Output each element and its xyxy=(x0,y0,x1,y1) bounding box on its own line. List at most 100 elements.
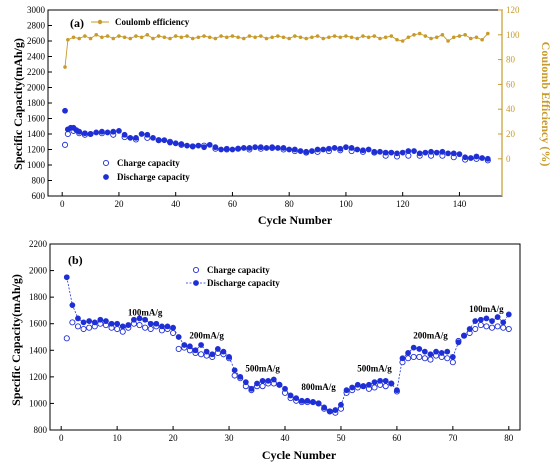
ce-point xyxy=(474,35,479,40)
discharge-point xyxy=(416,150,423,157)
charge-point xyxy=(405,355,412,362)
discharge-point xyxy=(229,146,236,153)
rate-annotation: 200mA/g xyxy=(413,330,448,340)
panel-a-xtick-label: 40 xyxy=(171,199,181,209)
discharge-point xyxy=(155,137,162,144)
discharge-point xyxy=(399,355,406,362)
panel-a-ytick-label: 1200 xyxy=(27,145,46,155)
discharge-point xyxy=(467,155,474,161)
discharge-point xyxy=(114,320,121,327)
discharge-point xyxy=(237,373,244,380)
panel-a-y2tick-label: 80 xyxy=(506,55,516,65)
discharge-point xyxy=(399,149,406,156)
charge-point xyxy=(61,141,69,148)
discharge-point xyxy=(138,131,145,137)
discharge-point xyxy=(136,315,143,322)
discharge-point xyxy=(326,408,333,415)
discharge-point xyxy=(421,348,428,355)
rate-annotation: 100mA/g xyxy=(469,304,504,314)
discharge-point xyxy=(303,148,310,155)
discharge-point xyxy=(371,379,378,386)
ce-point xyxy=(480,37,484,42)
discharge-point xyxy=(175,334,182,340)
discharge-point xyxy=(473,153,480,160)
discharge-point xyxy=(314,146,321,153)
ce-point xyxy=(105,34,110,38)
discharge-point xyxy=(103,318,109,324)
charge-point xyxy=(119,328,126,335)
discharge-point xyxy=(240,145,247,151)
legend-discharge-marker xyxy=(193,280,199,286)
ce-point xyxy=(412,33,416,37)
panel-a-xtick-label: 120 xyxy=(396,199,410,209)
panel-b-ytick-label: 1800 xyxy=(29,292,48,302)
discharge-point xyxy=(246,145,253,151)
ce-point xyxy=(293,34,297,38)
ce-point xyxy=(196,35,201,40)
discharge-point xyxy=(394,150,400,157)
discharge-point xyxy=(75,315,81,322)
panel-b-ytick-label: 2200 xyxy=(29,239,48,249)
discharge-point xyxy=(87,131,94,137)
ce-point xyxy=(77,36,82,41)
discharge-point xyxy=(427,351,434,358)
ce-point xyxy=(338,35,343,40)
discharge-point xyxy=(338,401,344,408)
discharge-point xyxy=(161,137,168,144)
discharge-point xyxy=(291,146,298,153)
ce-point xyxy=(83,34,87,38)
discharge-point xyxy=(93,129,100,136)
discharge-point xyxy=(321,404,328,411)
discharge-point xyxy=(331,145,338,151)
discharge-point xyxy=(252,144,259,151)
charge-point xyxy=(494,323,501,330)
discharge-point xyxy=(439,148,446,155)
panel-b: (b) Cycle Number Specific Capacity(mAh/g… xyxy=(9,239,521,462)
legend-ce-marker xyxy=(97,19,103,25)
discharge-point xyxy=(201,144,207,151)
panel-a-ytick-label: 2400 xyxy=(27,52,46,62)
panel-b-xtick-label: 0 xyxy=(59,433,64,443)
panel-a-xtick-label: 100 xyxy=(339,199,353,209)
discharge-point xyxy=(164,323,171,330)
discharge-point xyxy=(116,127,122,134)
legend-discharge-label: Discharge capacity xyxy=(117,172,190,182)
ce-point xyxy=(241,36,246,41)
panel-a-y2tick-label: 120 xyxy=(506,5,520,15)
ce-point xyxy=(383,35,388,40)
panel-b-ytick-label: 1000 xyxy=(29,398,48,408)
panel-b-ytick-label: 1400 xyxy=(29,345,48,355)
discharge-point xyxy=(310,399,316,405)
discharge-point xyxy=(332,407,339,413)
discharge-point xyxy=(348,145,355,151)
ce-point xyxy=(457,34,462,38)
discharge-point xyxy=(142,316,149,323)
panel-a-ylabel: Specific Capacity(mAh/g) xyxy=(11,38,25,170)
discharge-point xyxy=(360,147,366,154)
discharge-point xyxy=(377,148,383,155)
ce-point xyxy=(378,36,382,41)
discharge-point xyxy=(170,324,176,331)
panel-a-ytick-label: 1800 xyxy=(27,98,46,108)
discharge-point xyxy=(133,134,139,141)
ce-series-line xyxy=(64,33,489,68)
discharge-point xyxy=(276,381,283,388)
charge-point xyxy=(69,319,76,326)
charge-point xyxy=(142,324,149,331)
discharge-point xyxy=(121,131,128,138)
panel-b-ytick-label: 1200 xyxy=(29,372,48,382)
discharge-point xyxy=(416,346,423,352)
rate-annotation: 500mA/g xyxy=(245,364,280,374)
charge-point xyxy=(175,345,182,353)
discharge-point xyxy=(218,146,224,153)
charge-point xyxy=(444,355,451,362)
discharge-point xyxy=(343,144,349,151)
panel-b-frame xyxy=(49,243,521,431)
discharge-point xyxy=(220,348,227,355)
charge-point xyxy=(371,384,378,391)
charge-point xyxy=(136,321,143,329)
panel-a-ytick-label: 800 xyxy=(32,176,46,186)
discharge-point xyxy=(226,354,232,360)
legend-discharge-marker xyxy=(103,174,109,180)
panel-b-xtick-label: 10 xyxy=(113,433,123,443)
